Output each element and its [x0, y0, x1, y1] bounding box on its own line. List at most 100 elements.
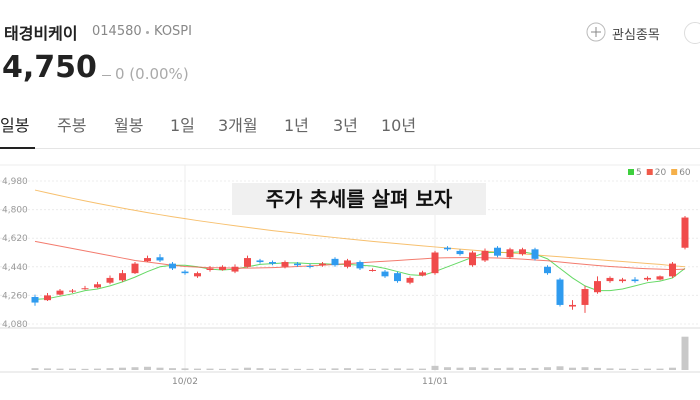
legend-label: 20 [655, 168, 667, 178]
volume-bar [156, 367, 164, 370]
period-tab[interactable]: 1년 [284, 116, 309, 135]
period-tab[interactable]: 3개월 [218, 116, 258, 135]
volume-bar [319, 368, 326, 370]
volume-bar [94, 368, 101, 370]
volume-bar [256, 368, 264, 370]
candle-body [144, 258, 151, 262]
volume-bar [569, 367, 576, 370]
candle-body [319, 263, 326, 266]
watch-button[interactable]: 관심종목 [612, 28, 660, 43]
volume-bar [31, 368, 39, 370]
candle-body [494, 247, 501, 256]
candle-body [56, 290, 64, 295]
candle-body [481, 250, 489, 261]
volume-bar [519, 368, 526, 370]
volume-bar [44, 368, 51, 370]
candle-body [94, 284, 101, 288]
y-tick-label: 4,440 [2, 263, 28, 273]
volume-bar [456, 367, 464, 370]
candle-body [294, 263, 301, 266]
period-tab[interactable]: 1일 [170, 116, 195, 135]
volume-bar [506, 367, 514, 370]
volume-bar [194, 368, 201, 370]
legend-swatch [646, 169, 653, 175]
candle-body [406, 277, 414, 283]
period-tab[interactable]: 월봉 [114, 116, 144, 135]
candle-body [256, 260, 264, 263]
candle-body [431, 252, 439, 274]
candle-body [69, 290, 76, 292]
watch-icon[interactable] [586, 22, 606, 42]
y-tick-label: 4,620 [2, 234, 28, 244]
ma-line [34, 189, 686, 268]
candle-body [206, 268, 214, 270]
volume-bar [406, 368, 414, 370]
candle-body [131, 263, 139, 274]
candle-body [81, 288, 89, 290]
candle-body [156, 257, 164, 261]
price-change: 0 (0.00%) [115, 65, 189, 83]
y-tick-label: 4,260 [2, 291, 28, 301]
volume-bar [81, 368, 89, 370]
candle-body [194, 273, 201, 277]
candle-body [344, 260, 351, 267]
candle-body [419, 272, 426, 276]
candle-body [44, 295, 51, 301]
candle-body [356, 262, 364, 269]
annotation-bg [232, 183, 486, 215]
volume-bar [69, 368, 76, 370]
candle-body [219, 266, 226, 270]
volume-bar [119, 367, 126, 370]
volume-bar [181, 368, 189, 370]
volume-bar [294, 368, 301, 370]
volume-bar [431, 365, 439, 370]
candle-body [519, 249, 526, 255]
volume-bar [644, 368, 651, 370]
candle-body [619, 279, 626, 282]
more-button[interactable] [684, 22, 700, 44]
candle-body [556, 279, 564, 305]
candle-body [644, 277, 651, 280]
volume-bar [394, 368, 401, 370]
volume-bar [594, 367, 601, 370]
volume-bar [681, 336, 689, 370]
volume-bar [581, 367, 589, 370]
candle-body [544, 266, 551, 274]
legend-swatch [671, 169, 678, 175]
separator-dot [146, 31, 149, 34]
volume-bar [419, 368, 426, 370]
volume-bar [131, 367, 139, 370]
legend-label: 5 [636, 168, 642, 178]
candle-body [594, 281, 601, 293]
volume-bar [219, 368, 226, 370]
candle-body [31, 296, 39, 303]
period-tab[interactable]: 3년 [333, 116, 358, 135]
volume-bar [269, 368, 276, 370]
candle-body [656, 276, 664, 280]
candle-body [631, 279, 639, 282]
candle-body [456, 250, 464, 255]
volume-bar [469, 367, 476, 370]
period-tab[interactable]: 10년 [381, 116, 417, 135]
volume-bar [231, 368, 239, 370]
volume-bar [369, 368, 376, 370]
period-tab[interactable]: 주봉 [57, 116, 87, 135]
volume-bar [619, 368, 626, 370]
market: KOSPI [154, 24, 192, 39]
period-tab[interactable]: 일봉 [0, 116, 30, 135]
volume-bar [356, 368, 364, 370]
candle-body [369, 269, 376, 271]
volume-bar [556, 366, 564, 370]
volume-bar [494, 368, 501, 370]
y-tick-label: 4,800 [2, 206, 28, 216]
candle-body [531, 249, 539, 259]
candle-body [244, 258, 251, 267]
candle-body [581, 289, 589, 305]
y-tick-label: 4,080 [2, 320, 28, 330]
volume-bar [381, 368, 389, 370]
volume-bar [306, 368, 314, 370]
volume-bar [206, 368, 214, 370]
candle-body [169, 263, 176, 269]
